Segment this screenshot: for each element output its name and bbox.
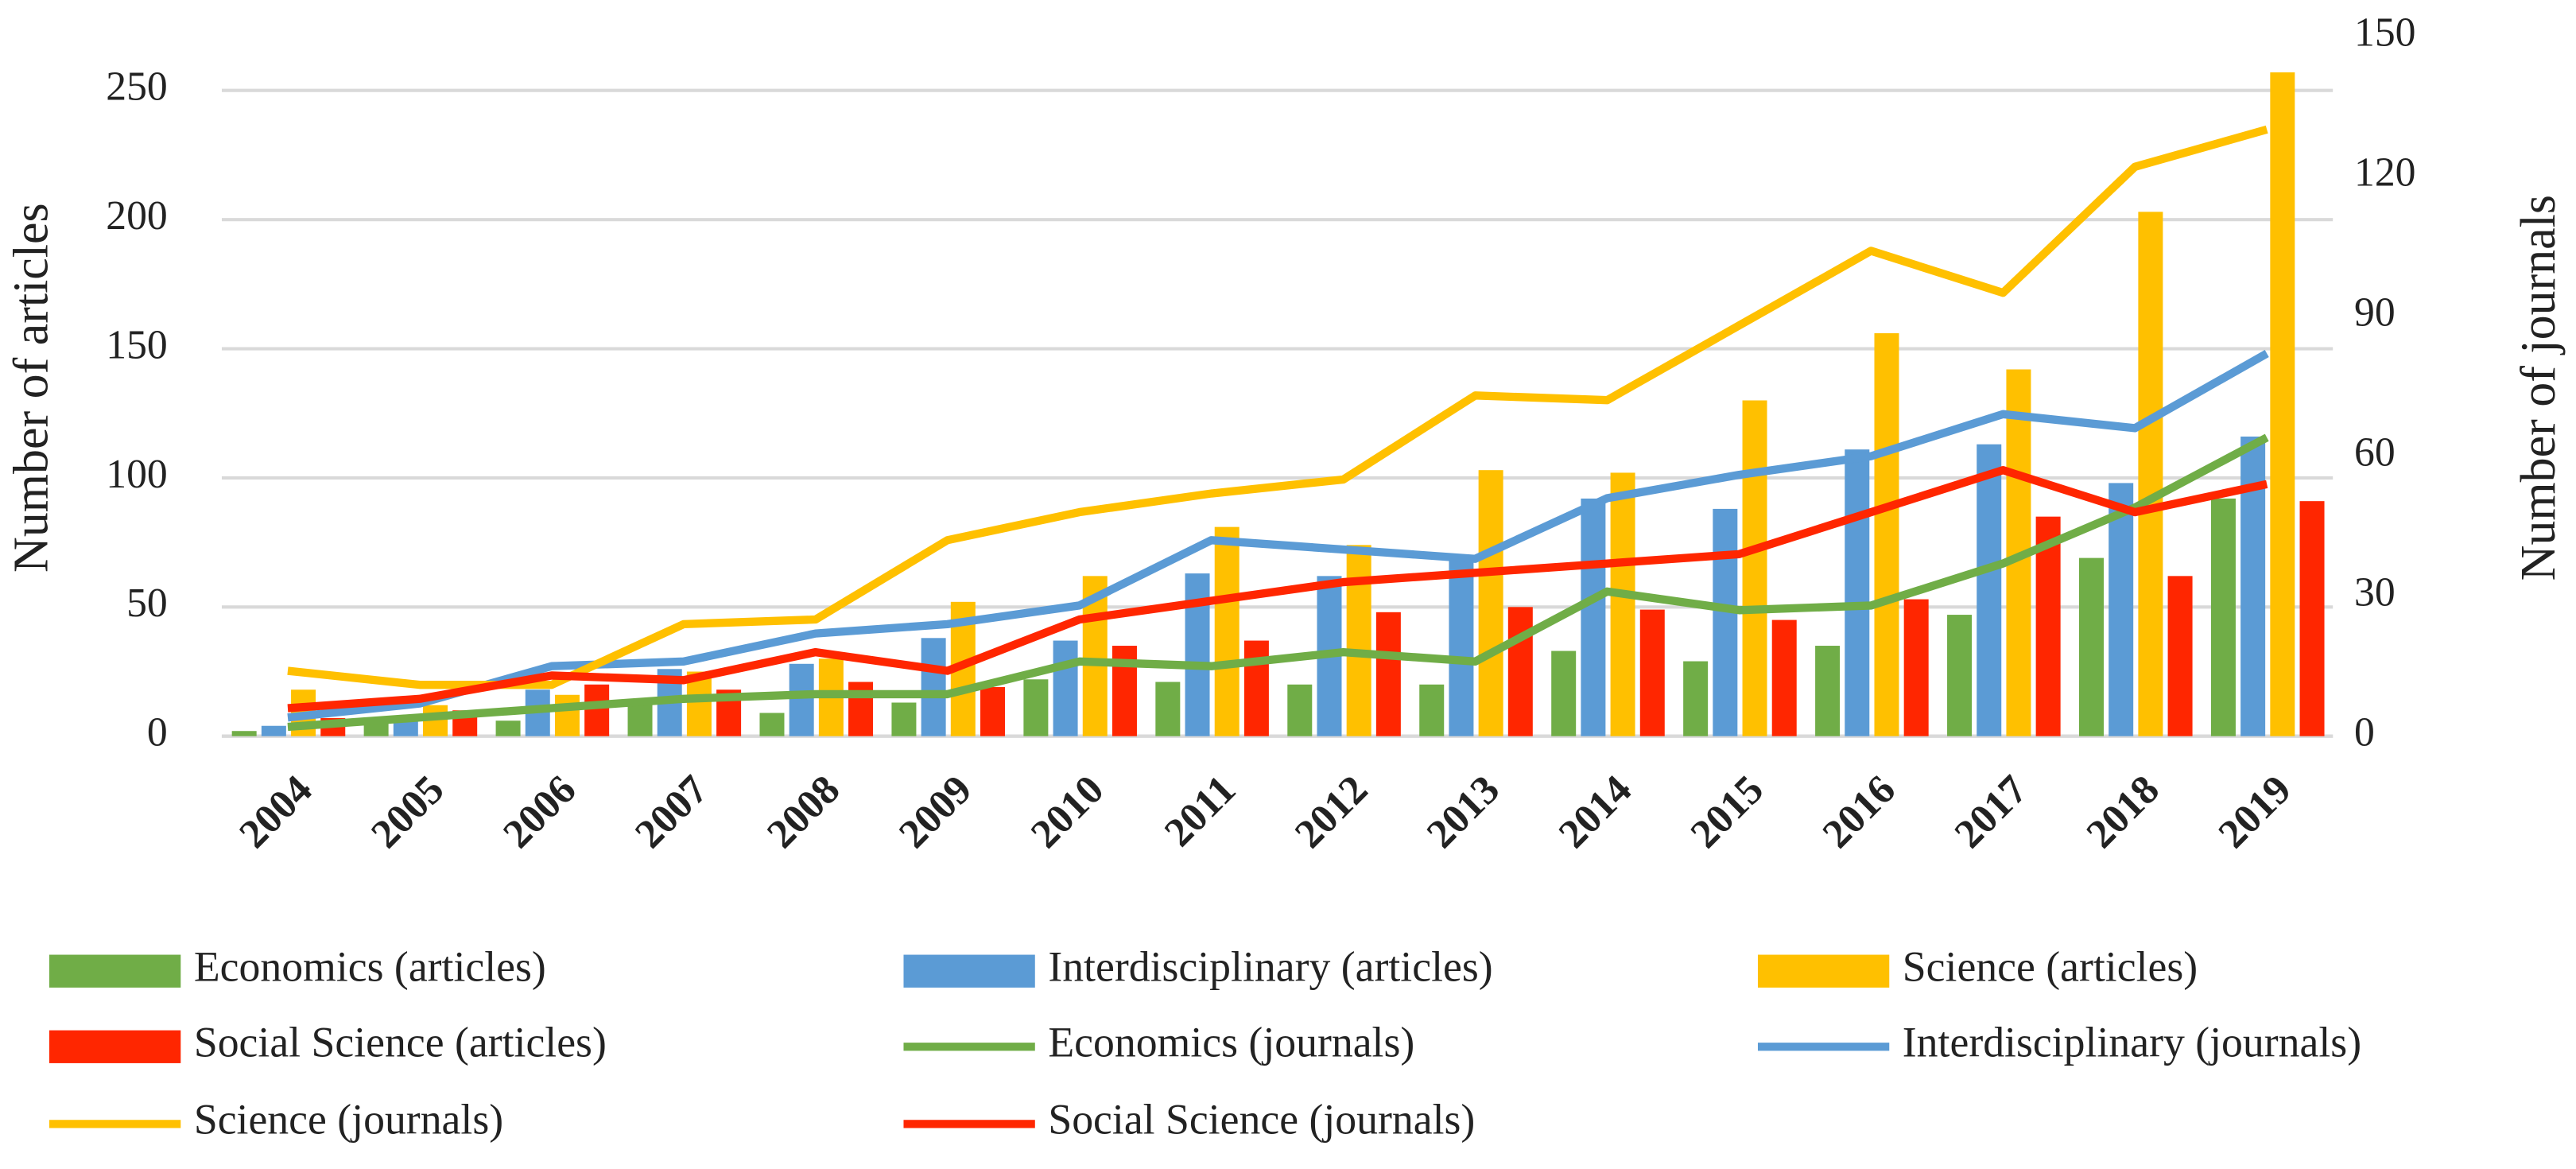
bar [363, 723, 389, 736]
x-tick-label: 2004 [231, 767, 320, 856]
legend-swatch [1757, 954, 1890, 988]
bar [980, 687, 1006, 736]
bar [1683, 661, 1709, 736]
legend-swatch [48, 1030, 181, 1063]
bar [1449, 555, 1474, 736]
y2-tick-label: 90 [2354, 289, 2396, 335]
bar [584, 684, 610, 736]
bar [1287, 684, 1313, 736]
bar [1815, 646, 1841, 736]
legend-label: Interdisciplinary (journals) [1903, 1019, 2361, 1066]
y-tick-label: 150 [106, 322, 167, 367]
bar [1581, 498, 1606, 736]
bar [1419, 684, 1445, 736]
legend-swatch [48, 954, 181, 988]
bar [1243, 640, 1269, 736]
bar [1610, 472, 1635, 736]
x-tick-label: 2008 [758, 767, 848, 856]
bar [2079, 557, 2104, 736]
y2-tick-label: 30 [2354, 570, 2396, 616]
x-tick-label: 2015 [1682, 767, 1772, 856]
bar [1155, 682, 1181, 736]
bar [1346, 545, 1371, 736]
legend-label: Social Science (articles) [194, 1019, 607, 1066]
y-axis-title: Number of articles [5, 203, 59, 573]
bar [1551, 651, 1577, 736]
bar [1771, 619, 1797, 736]
bar [2035, 516, 2061, 736]
legend-swatch [903, 954, 1035, 988]
legend-label: Social Science (journals) [1048, 1096, 1475, 1144]
legend-label: Science (journals) [194, 1096, 503, 1144]
bar [1977, 444, 2002, 736]
x-tick-label: 2016 [1814, 767, 1904, 856]
y2-tick-label: 60 [2354, 429, 2396, 475]
bar [1713, 508, 1738, 736]
bar [1023, 679, 1049, 736]
legend-label: Science (articles) [1903, 943, 2198, 991]
legend-label: Interdisciplinary (articles) [1048, 943, 1492, 991]
line [287, 125, 2268, 689]
bar [1845, 449, 1870, 736]
bar [1478, 470, 1503, 736]
y2-tick-label: 150 [2354, 10, 2415, 55]
bar [2210, 498, 2236, 736]
x-tick-label: 2018 [2078, 767, 2168, 856]
bar [1742, 400, 1767, 736]
bar [2167, 576, 2193, 736]
bar [1639, 609, 1665, 736]
y-tick-label: 0 [147, 710, 168, 755]
legend-label: Economics (journals) [1048, 1019, 1414, 1066]
bar [1053, 640, 1078, 736]
x-tick-label: 2017 [1946, 767, 2036, 856]
x-tick-label: 2006 [495, 767, 584, 856]
x-tick-label: 2005 [363, 767, 452, 856]
y-tick-label: 250 [106, 64, 167, 110]
y2-tick-label: 120 [2354, 150, 2415, 195]
bar [2270, 72, 2295, 736]
bar [2109, 483, 2134, 736]
bar [1507, 607, 1533, 736]
line [287, 350, 2269, 722]
x-tick-label: 2010 [1022, 767, 1112, 856]
bar [554, 694, 580, 736]
line [287, 466, 2268, 713]
bar [759, 713, 785, 736]
x-tick-label: 2012 [1286, 767, 1376, 856]
bar [1375, 612, 1401, 736]
y2-tick-label: 0 [2354, 710, 2375, 755]
y-tick-label: 50 [126, 581, 168, 626]
y-tick-label: 200 [106, 193, 167, 239]
x-tick-label: 2014 [1550, 767, 1640, 856]
y-tick-label: 100 [106, 452, 167, 497]
x-tick-label: 2013 [1418, 767, 1508, 856]
bar [495, 720, 521, 736]
x-tick-label: 2011 [1156, 767, 1244, 855]
x-tick-label: 2009 [890, 767, 980, 856]
bar [1874, 333, 1899, 736]
x-tick-label: 2007 [627, 767, 716, 856]
bar [1903, 599, 1929, 736]
bar [921, 638, 946, 736]
bar [1214, 526, 1240, 736]
line [287, 433, 2269, 732]
bar [1947, 615, 1973, 736]
bar [789, 663, 814, 736]
bar [261, 725, 286, 736]
bar [2138, 212, 2163, 736]
legend-label: Economics (articles) [194, 943, 546, 991]
bar [891, 702, 917, 736]
bar [2299, 501, 2325, 736]
x-tick-label: 2019 [2210, 767, 2300, 856]
bar [231, 731, 257, 736]
y2-axis-title: Number of journals [2512, 195, 2566, 581]
